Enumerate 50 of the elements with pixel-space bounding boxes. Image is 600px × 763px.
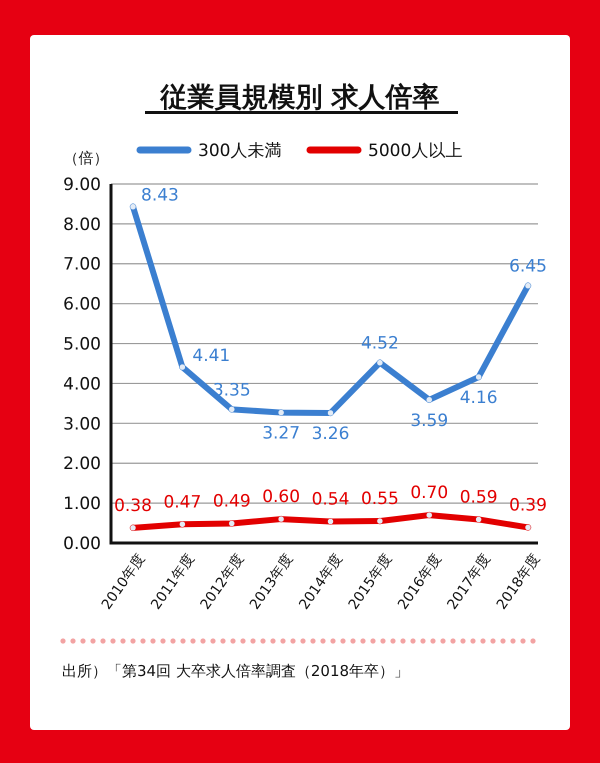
text: 出所）「第34回 大卒求人倍率調査（2018年卒）」 [62,662,410,680]
data-label: 0.39 [509,495,547,516]
data-label: 0.38 [114,496,152,516]
legend-label: 5000人以上 [368,141,462,161]
point [327,410,334,416]
data-label: 0.47 [163,492,202,512]
y-axis-title: （倍） [64,149,108,167]
data-label: 3.27 [262,424,300,444]
chart-title: 従業員規模別 求人倍率 [159,82,440,113]
y-tick-label: 4.00 [63,374,101,394]
data-label: 3.59 [410,410,448,431]
point [130,524,136,532]
data-label: 0.59 [460,487,498,508]
data-label: 0.49 [212,491,251,512]
point [426,512,432,518]
data-label: 4.41 [192,346,230,366]
data-label: 0.70 [410,483,448,504]
y-tick-label: 6.00 [63,294,101,315]
y-tick-label: 8.00 [63,214,101,235]
point [228,520,235,527]
point [130,203,136,210]
data-label: 3.26 [312,424,350,444]
point [524,282,532,289]
y-tick-label: 5.00 [63,334,101,355]
data-label: 0.54 [312,489,350,510]
point [475,374,482,380]
point [228,406,235,413]
point [179,521,186,528]
data-label: 4.16 [460,388,498,408]
y-tick-label: 2.00 [63,454,101,474]
legend-label: 300人未満 [198,141,282,161]
data-label: 6.45 [509,256,547,277]
data-label: 0.55 [360,489,399,510]
point [179,364,186,370]
point [327,518,334,525]
point [524,524,532,531]
point [376,359,384,366]
data-label: 4.52 [360,334,399,354]
point [475,516,482,523]
y-tick-label: 1.00 [63,494,101,514]
data-label: 0.60 [262,487,300,508]
point [426,396,432,404]
data-label: 8.43 [141,186,179,206]
point [278,409,284,416]
point [278,516,284,522]
y-tick-label: 7.00 [63,254,101,275]
point [376,518,384,524]
y-tick-label: 9.00 [63,174,101,195]
y-tick-label: 3.00 [63,414,101,434]
y-tick-label: 0.00 [63,534,101,554]
